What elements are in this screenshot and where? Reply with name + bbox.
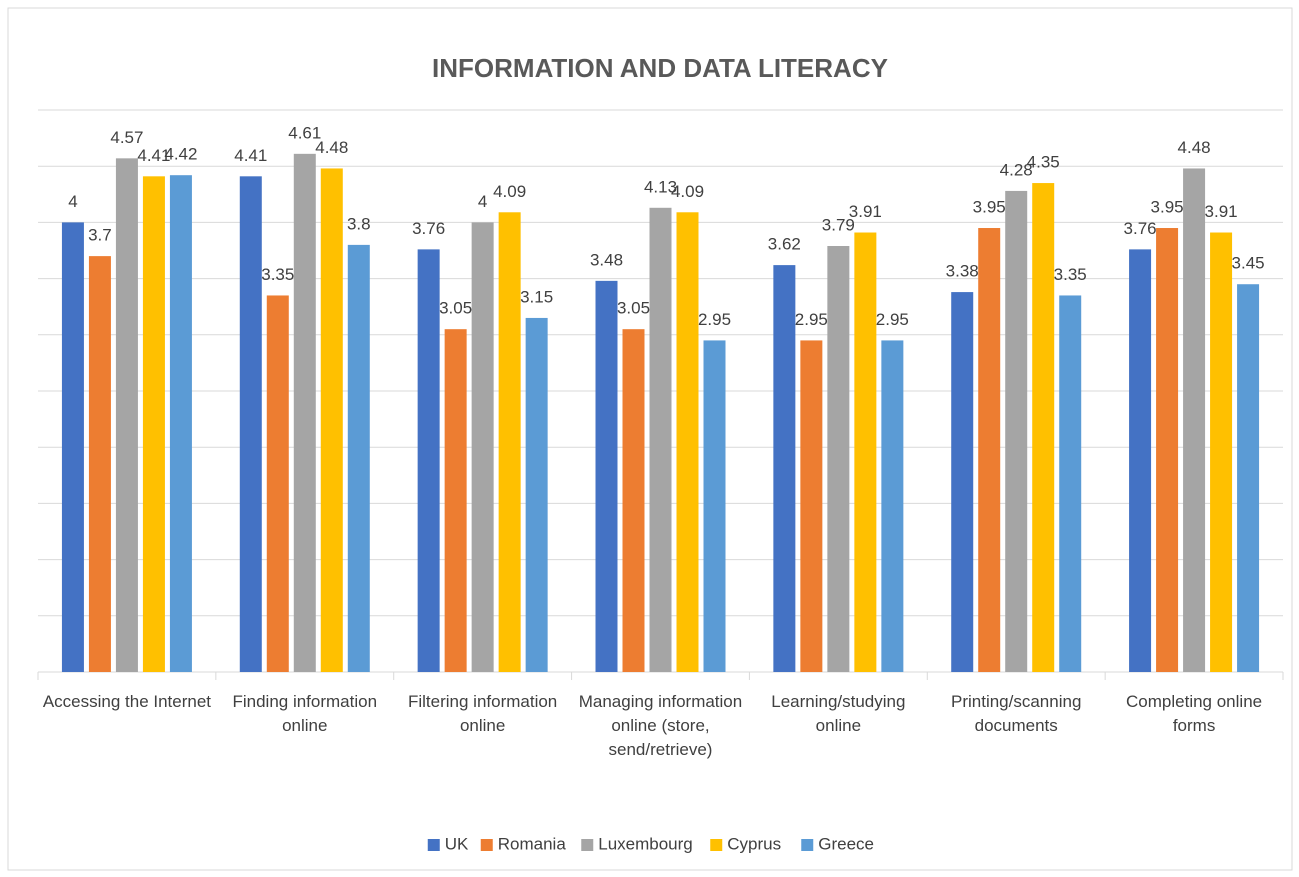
bar [1210,232,1233,673]
data-label: 4.48 [315,138,348,157]
data-label: 4.13 [644,177,677,196]
data-label: 2.95 [698,310,731,329]
bar [293,153,316,672]
bar [827,246,850,672]
data-label: 4.48 [1178,138,1211,157]
bar [800,340,823,672]
data-label: 4.09 [493,182,526,201]
bar [595,280,618,672]
bar [525,317,548,672]
bar [951,292,974,672]
x-tick-label: Completing online forms [1126,692,1263,735]
data-label: 4.61 [288,123,321,142]
data-label: 4.09 [671,182,704,201]
bar [1032,183,1055,672]
bar [142,176,165,673]
data-label: 3.38 [946,262,979,281]
bar [1005,190,1028,673]
x-tick-label: Filtering information online [407,692,558,735]
legend-label: Greece [818,834,874,853]
data-label: 3.35 [1054,265,1087,284]
bar [471,222,494,672]
x-tick-label: Finding information online [232,692,378,735]
bar [61,222,84,672]
legend-swatch [801,839,814,851]
x-tick-label: Accessing the Internet [42,692,212,711]
bar [881,340,904,672]
bar [773,265,796,672]
data-label: 4.35 [1027,153,1060,172]
data-label: 4.57 [110,128,143,147]
data-label: 3.95 [1151,198,1184,217]
data-label: 3.35 [261,265,294,284]
bar [115,158,138,672]
bar [169,175,192,672]
bar [498,212,521,672]
data-label: 2.95 [795,310,828,329]
data-label: 3.05 [439,299,472,318]
data-label: 4 [68,192,77,211]
data-label: 3.91 [1205,202,1238,221]
data-label: 4 [478,192,487,211]
bar [266,295,289,672]
bar [854,232,877,673]
data-label: 3.62 [768,235,801,254]
data-label: 3.8 [347,214,371,233]
bar [649,207,672,672]
data-label: 4.42 [164,145,197,164]
data-label: 3.95 [973,198,1006,217]
data-label: 3.45 [1232,254,1265,273]
data-label: 4.28 [1000,160,1033,179]
bar [88,256,111,672]
legend-swatch [480,839,493,851]
legend-label: Romania [498,834,567,853]
data-label: 3.79 [822,215,855,234]
data-label: 3.15 [520,287,553,306]
bar [417,249,440,672]
x-tick-label: Printing/scanning documents [950,692,1082,735]
data-label: 3.7 [88,226,112,245]
bar [622,329,645,672]
data-label: 3.91 [849,202,882,221]
data-label: 2.95 [876,310,909,329]
bar [320,168,343,672]
data-label: 3.76 [1124,219,1157,238]
data-label: 4.41 [234,146,267,165]
bar [1156,228,1179,672]
x-tick-label: Managing information online (store, send… [578,692,743,759]
bar [1237,284,1260,672]
bar [1183,168,1206,672]
bar [444,329,467,672]
legend-swatch [710,839,723,851]
data-label: 4.41 [137,146,170,165]
bar [676,212,699,672]
legend-swatch [427,839,440,851]
chart-title: INFORMATION AND DATA LITERACY [432,53,888,83]
data-label: 3.48 [590,250,623,269]
x-tick-label: Learning/studying online [771,692,906,735]
legend-label: Luxembourg [598,834,693,853]
bar [1059,295,1082,672]
data-label: 3.05 [617,299,650,318]
legend-label: Cyprus [727,834,781,853]
bar [347,244,370,672]
data-label: 3.76 [412,219,445,238]
bar [703,340,726,672]
bar [978,228,1001,672]
legend-swatch [581,839,594,851]
bar [1129,249,1152,672]
legend-label: UK [445,834,469,853]
bar [239,176,262,673]
